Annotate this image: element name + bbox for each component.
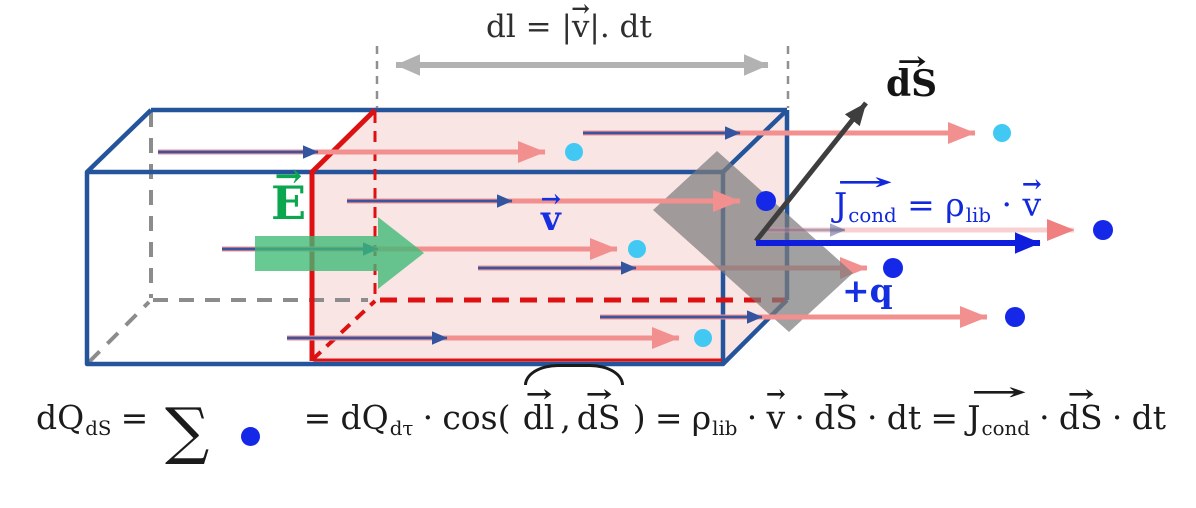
- velocity-symbol: v: [1023, 188, 1042, 221]
- charge-carrier-dots: [565, 124, 1113, 347]
- dot-operator: ·: [1111, 398, 1123, 437]
- dot-operator: ·: [867, 398, 878, 437]
- box-hidden-edges: [87, 112, 368, 364]
- dl-length-label: dl = |v|. dt: [486, 12, 652, 43]
- jcond-vector: Jcond: [967, 398, 1030, 439]
- cos-open: cos(: [442, 398, 511, 437]
- dS-vector: dS: [814, 398, 858, 437]
- angle-hat-group: dl, dS: [520, 364, 624, 437]
- rho-term: ρlib: [691, 398, 738, 440]
- dot-operator: ·: [422, 398, 434, 437]
- ds-vector-arrow: [754, 101, 868, 243]
- free-charge-dot-blue: [1005, 307, 1025, 327]
- summation-symbol: ∑: [164, 393, 210, 467]
- charge-dot-symbol: [240, 426, 260, 446]
- dt-term: dt: [1131, 398, 1166, 437]
- free-charge-dot-blue: [883, 258, 903, 278]
- positive-charge-label: +q: [842, 271, 893, 310]
- dl-label-post: |. dt: [589, 9, 652, 45]
- equals-sign: =: [120, 398, 149, 437]
- dS-vector: dS: [577, 398, 621, 437]
- dl-label-pre: dl = |: [486, 9, 572, 45]
- velocity-label: v: [541, 202, 561, 236]
- free-charge-dot-blue: [756, 191, 776, 211]
- equals-sign: =: [303, 398, 332, 437]
- surface-element: [653, 151, 853, 332]
- electric-field-label: E: [271, 180, 306, 226]
- comma: ,: [560, 398, 571, 437]
- current-density-equation-label: Jcond = ρlib · v: [834, 188, 1041, 226]
- dQ-term: dQdS: [36, 398, 112, 440]
- charge-flux-equation: dQdS = ∑ = dQdτ · cos( dl, dS ) = ρlib ·…: [36, 364, 1166, 474]
- jcond-symbol: Jcond: [834, 188, 897, 226]
- electron-dot-cyan: [993, 124, 1011, 142]
- dQ-dtau-term: dQdτ: [340, 398, 414, 440]
- electron-dot-cyan: [565, 143, 583, 161]
- dl-dimension: [375, 46, 790, 108]
- electron-dot-cyan: [628, 240, 646, 258]
- dt-term: dt: [886, 398, 922, 437]
- surface-vector-label: dS: [886, 66, 937, 102]
- equals-sign: =: [907, 185, 935, 224]
- paren-close: ): [632, 398, 646, 437]
- dS-vector: dS: [1059, 398, 1103, 437]
- dot-operator: ·: [746, 398, 758, 437]
- equals-sign: =: [654, 398, 683, 437]
- velocity-symbol: v: [572, 12, 590, 43]
- dl-vector: dl: [523, 398, 555, 437]
- equals-sign: =: [930, 398, 959, 437]
- velocity-vector: v: [766, 398, 785, 437]
- electron-dot-cyan: [694, 329, 712, 347]
- electric-field-arrow: [255, 217, 424, 289]
- dot-operator: ·: [1039, 398, 1050, 437]
- dot-operator: ·: [1001, 185, 1013, 224]
- free-charge-dot-blue: [1093, 220, 1113, 240]
- rho-symbol: ρlib: [945, 185, 992, 227]
- dot-operator: ·: [794, 398, 805, 437]
